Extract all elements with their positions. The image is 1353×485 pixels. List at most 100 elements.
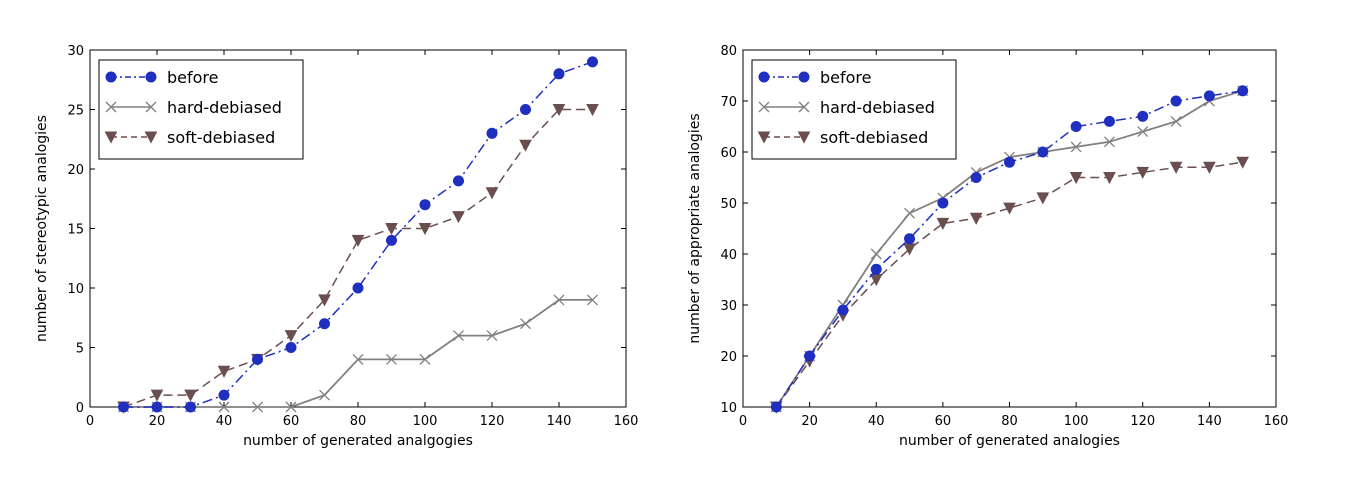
y-tick-label: 5 (76, 342, 84, 357)
data-point-before (118, 401, 129, 413)
data-point-before (185, 401, 196, 413)
x-tick-label: 160 (614, 414, 639, 429)
data-point-soft-debiased (351, 234, 365, 247)
legend-marker (145, 101, 157, 113)
legend-item-soft-debiased: soft-debiased (757, 128, 928, 147)
legend-label: soft-debiased (820, 128, 928, 147)
data-point-before (970, 172, 982, 183)
legend-box (751, 59, 957, 160)
data-point-soft-debiased (552, 104, 566, 117)
legend-item-hard-debiased: hard-debiased (758, 98, 935, 117)
data-point-soft-debiased (418, 223, 432, 236)
data-point-before (553, 68, 565, 80)
data-point-soft-debiased (1103, 172, 1116, 185)
x-tick-label: 160 (1264, 414, 1289, 429)
data-point-soft-debiased (1203, 161, 1216, 174)
data-point-soft-debiased (385, 223, 398, 236)
x-tick-label: 120 (480, 414, 505, 429)
y-tick-label: 30 (720, 299, 737, 314)
legend-item-hard-debiased: hard-debiased (105, 98, 282, 117)
data-point-before (151, 401, 163, 413)
data-point-hard-debiased (285, 401, 297, 413)
legend: before hard-debiased soft-debiased (98, 59, 304, 160)
data-point-soft-debiased (1169, 161, 1183, 174)
y-tick-label: 30 (67, 44, 84, 59)
data-point-hard-debiased (352, 353, 364, 365)
x-tick-label: 0 (739, 414, 747, 429)
data-point-before (419, 199, 431, 211)
data-point-before (937, 197, 949, 209)
legend-marker (797, 131, 811, 144)
y-tick-label: 0 (76, 401, 84, 416)
y-tick-label: 10 (720, 401, 737, 416)
y-tick-label: 15 (67, 223, 84, 238)
data-point-before (218, 389, 230, 401)
data-point-hard-debiased (252, 401, 263, 413)
y-tick-label: 60 (720, 146, 737, 161)
x-tick-label: 140 (547, 414, 572, 429)
legend-item-soft-debiased: soft-debiased (104, 128, 275, 147)
x-tick-label: 0 (86, 414, 94, 429)
data-point-before (804, 350, 816, 362)
legend-label: before (820, 68, 872, 87)
legend-marker (798, 101, 810, 113)
legend: before hard-debiased soft-debiased (751, 59, 957, 160)
x-tick-label: 140 (1197, 414, 1222, 429)
legend-marker (758, 71, 770, 83)
data-point-soft-debiased (217, 365, 231, 378)
x-tick-label: 100 (413, 414, 438, 429)
legend-marker (104, 131, 118, 144)
x-tick-label: 80 (1001, 414, 1018, 429)
x-tick-label: 100 (1064, 414, 1089, 429)
data-point-soft-debiased (1236, 156, 1250, 169)
x-tick-label: 20 (149, 414, 166, 429)
y-axis-label: number of appropriate analogies (687, 113, 703, 343)
data-point-before (1237, 85, 1249, 97)
legend-label: soft-debiased (167, 128, 275, 147)
legend-marker (144, 131, 158, 144)
data-point-soft-debiased (150, 389, 164, 402)
data-point-hard-debiased (453, 330, 464, 342)
data-point-soft-debiased (318, 294, 331, 307)
stereotypic-chart: 0 20 40 60 80 100 120 140 160 0 5 10 15 20 25 30 number … (34, 44, 638, 449)
legend-item-before: before (758, 68, 872, 87)
y-tick-label: 20 (67, 163, 84, 178)
data-point-hard-debiased (904, 207, 916, 219)
data-point-before (520, 104, 531, 115)
data-point-soft-debiased (1069, 172, 1083, 185)
data-point-soft-debiased (184, 389, 197, 402)
data-point-before (837, 304, 849, 316)
data-point-hard-debiased (587, 294, 598, 306)
data-point-before (285, 342, 297, 353)
data-point-hard-debiased (1070, 141, 1082, 153)
y-tick-label: 40 (720, 248, 737, 263)
data-point-before (870, 263, 882, 275)
y-axis-label: number of stereotypic analogies (34, 115, 50, 342)
legend-marker (105, 101, 117, 113)
data-point-before (1137, 110, 1149, 122)
appropriate-chart: 0 20 40 60 80 100 120 140 160 10 20 30 40 50 60 70 80 num… (687, 44, 1288, 449)
data-point-hard-debiased (319, 389, 330, 401)
x-tick-label: 60 (283, 414, 300, 429)
data-point-before (1170, 95, 1182, 107)
y-tick-label: 10 (67, 282, 84, 297)
data-point-soft-debiased (969, 212, 983, 225)
data-point-before (904, 233, 916, 245)
series-line-soft-debiased (775, 161, 1243, 408)
x-tick-label: 120 (1130, 414, 1155, 429)
data-point-hard-debiased (1170, 115, 1182, 127)
x-tick-label: 80 (350, 414, 367, 429)
legend-label: before (167, 68, 219, 87)
legend-item-before: before (105, 68, 219, 87)
data-point-before (453, 175, 464, 187)
data-point-soft-debiased (452, 211, 465, 224)
legend-label: hard-debiased (167, 98, 282, 117)
x-tick-label: 40 (868, 414, 885, 429)
data-point-soft-debiased (586, 104, 599, 117)
legend-marker (145, 71, 157, 83)
data-point-hard-debiased (1137, 126, 1149, 138)
data-point-before (1070, 121, 1082, 132)
data-point-soft-debiased (936, 217, 950, 230)
data-point-soft-debiased (519, 139, 532, 152)
